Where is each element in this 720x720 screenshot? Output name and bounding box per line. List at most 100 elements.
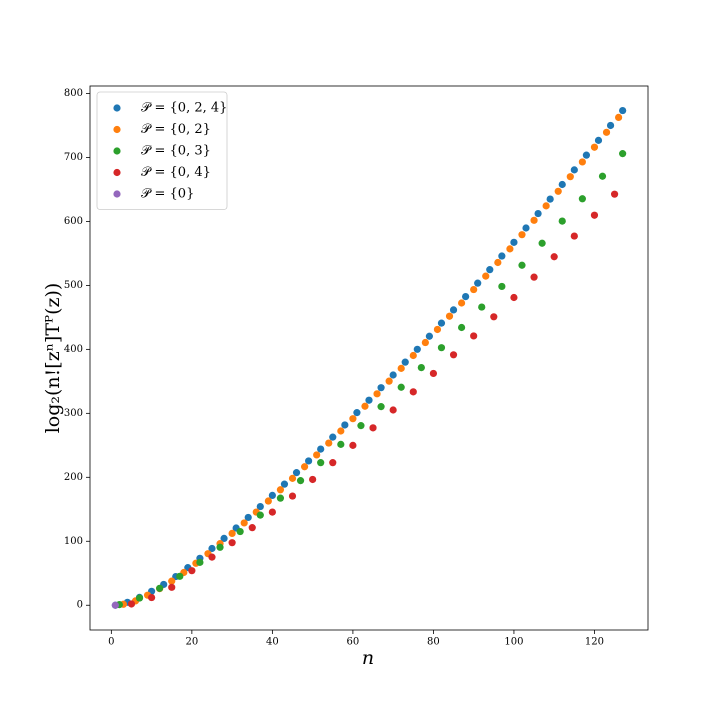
point <box>619 150 627 158</box>
legend-box <box>96 91 228 210</box>
point <box>248 524 256 532</box>
y-tick-label: 600 <box>64 216 83 227</box>
point <box>494 258 502 267</box>
legend-label: 𝒫 = {0, 3} <box>141 144 211 159</box>
point <box>288 474 297 482</box>
point <box>429 369 438 378</box>
point <box>337 440 345 448</box>
point <box>462 292 470 301</box>
point <box>208 544 216 553</box>
point <box>389 406 397 414</box>
point <box>127 600 136 608</box>
point <box>437 344 446 352</box>
point <box>425 332 433 340</box>
point <box>176 572 184 580</box>
legend-marker <box>113 104 121 112</box>
point <box>397 364 405 372</box>
point <box>590 211 599 219</box>
point <box>570 232 578 240</box>
point <box>542 202 550 210</box>
point <box>417 363 425 372</box>
point <box>437 319 446 327</box>
y-axis-label: log₂(n![zⁿ]Tᴾ(z)) <box>42 283 64 434</box>
point <box>240 519 248 527</box>
point <box>292 469 301 477</box>
point <box>268 508 276 516</box>
point <box>256 502 264 511</box>
plot-frame <box>89 85 649 631</box>
point <box>147 593 156 602</box>
point <box>566 173 574 181</box>
y-tick-label: 200 <box>64 472 83 483</box>
point <box>341 421 349 429</box>
point <box>610 190 619 198</box>
legend-marker <box>113 147 121 155</box>
point <box>309 475 317 484</box>
point <box>457 323 466 332</box>
point <box>365 396 373 404</box>
point <box>445 312 454 320</box>
legend-label: 𝒫 = {0} <box>141 187 194 202</box>
point <box>606 121 615 130</box>
x-tick-label: 100 <box>504 637 523 648</box>
point <box>594 136 603 144</box>
point <box>168 577 176 585</box>
point <box>377 384 385 392</box>
point <box>470 285 478 294</box>
point <box>288 492 297 500</box>
point <box>530 273 538 281</box>
point <box>244 513 252 522</box>
point <box>409 351 417 360</box>
point <box>220 534 228 542</box>
point <box>264 497 272 505</box>
point <box>325 439 333 447</box>
x-tick-label: 80 <box>427 637 440 648</box>
point <box>619 106 627 115</box>
point <box>373 390 381 398</box>
point <box>111 601 119 609</box>
point <box>534 209 542 218</box>
point <box>228 539 236 547</box>
point <box>590 143 599 151</box>
point <box>196 558 204 566</box>
point <box>409 388 417 396</box>
point <box>554 187 562 195</box>
point <box>522 224 530 232</box>
legend-marker <box>113 168 121 177</box>
point <box>329 459 337 467</box>
point <box>208 553 216 561</box>
point <box>546 195 554 203</box>
point <box>486 266 494 274</box>
y-tick-label: 800 <box>64 88 83 99</box>
point <box>530 216 538 224</box>
point <box>433 325 442 334</box>
point <box>558 217 566 225</box>
point <box>510 293 518 302</box>
point <box>478 303 486 311</box>
legend-label: 𝒫 = {0, 2} <box>141 122 211 137</box>
point <box>582 151 591 159</box>
point <box>421 338 429 347</box>
point <box>296 477 305 485</box>
point <box>498 252 506 260</box>
point <box>457 299 466 307</box>
x-tick-label: 20 <box>185 637 198 648</box>
point <box>578 195 586 203</box>
legend-label: 𝒫 = {0, 4} <box>141 165 211 180</box>
point <box>470 332 478 340</box>
point <box>449 306 458 314</box>
point <box>313 451 321 459</box>
point <box>385 377 393 385</box>
point <box>510 238 518 246</box>
point <box>570 166 578 174</box>
point <box>389 371 397 379</box>
legend-marker <box>113 190 121 198</box>
y-tick-label: 300 <box>64 408 83 419</box>
x-axis-label: n <box>362 647 374 669</box>
x-tick-label: 60 <box>347 637 360 648</box>
point <box>329 433 337 441</box>
point <box>276 486 285 494</box>
point <box>598 172 607 180</box>
point <box>550 253 558 261</box>
